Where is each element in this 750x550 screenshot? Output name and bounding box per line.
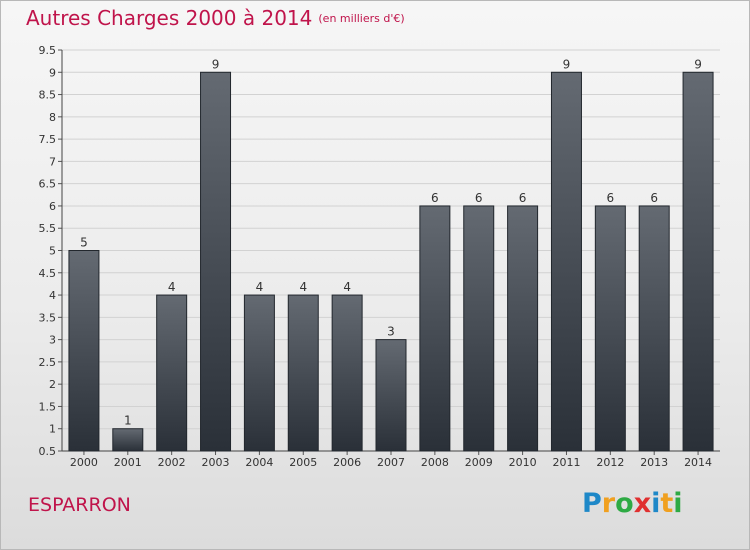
bar xyxy=(200,71,232,452)
bar xyxy=(68,250,100,452)
x-tick-label: 2003 xyxy=(202,456,230,469)
x-tick-label: 2008 xyxy=(421,456,449,469)
logo-letter: r xyxy=(601,488,616,519)
logo-letter: i xyxy=(651,488,661,519)
x-tick-label: 2004 xyxy=(245,456,273,469)
y-tick-label: 4 xyxy=(49,289,56,302)
data-label: 6 xyxy=(431,191,439,205)
x-tick-label: 2007 xyxy=(377,456,405,469)
y-tick-label: 2 xyxy=(49,378,56,391)
data-label: 5 xyxy=(80,236,88,250)
y-tick-label: 1.5 xyxy=(39,400,57,413)
y-tick-label: 3 xyxy=(49,334,56,347)
data-label: 4 xyxy=(256,280,264,294)
chart-unit-label: (en milliers d'€) xyxy=(318,12,405,25)
x-tick-label: 2002 xyxy=(158,456,186,469)
bar xyxy=(156,294,188,452)
y-tick-label: 4.5 xyxy=(39,267,57,280)
data-label: 3 xyxy=(387,325,395,339)
data-label: 6 xyxy=(607,191,615,205)
x-tick-label: 2012 xyxy=(596,456,624,469)
logo-letter: t xyxy=(660,488,674,519)
data-label: 9 xyxy=(563,57,571,71)
y-tick-label: 9.5 xyxy=(39,44,57,57)
x-tick-label: 2014 xyxy=(684,456,712,469)
bar xyxy=(507,205,539,452)
chart-title: Autres Charges 2000 à 2014 (en milliers d… xyxy=(26,6,405,30)
data-label: 4 xyxy=(168,280,176,294)
logo-letter: P xyxy=(582,488,602,519)
x-tick-label: 2009 xyxy=(465,456,493,469)
y-tick-label: 8.5 xyxy=(39,89,57,102)
y-tick-label: 5 xyxy=(49,245,56,258)
x-tick-label: 2000 xyxy=(70,456,98,469)
proxiti-logo: Proxiti xyxy=(582,488,683,519)
chart-title-text: Autres Charges 2000 à 2014 xyxy=(26,6,313,30)
bar xyxy=(287,294,319,452)
x-tick-label: 2010 xyxy=(509,456,537,469)
data-label: 6 xyxy=(650,191,658,205)
data-label: 1 xyxy=(124,414,132,428)
data-label: 6 xyxy=(475,191,483,205)
bar xyxy=(331,294,363,452)
data-label: 6 xyxy=(519,191,527,205)
bar xyxy=(550,71,582,452)
y-tick-label: 7.5 xyxy=(39,133,57,146)
data-label: 4 xyxy=(299,280,307,294)
data-label: 4 xyxy=(343,280,351,294)
logo-letter: x xyxy=(633,488,652,519)
x-tick-label: 2005 xyxy=(289,456,317,469)
y-tick-label: 6 xyxy=(49,200,56,213)
location-name: ESPARRON xyxy=(28,494,131,516)
bar xyxy=(112,428,144,452)
bar xyxy=(682,71,714,452)
y-tick-label: 3.5 xyxy=(39,311,57,324)
bar xyxy=(638,205,670,452)
logo-letter: i xyxy=(673,488,683,519)
bar xyxy=(463,205,495,452)
y-tick-label: 8 xyxy=(49,111,56,124)
x-tick-label: 2001 xyxy=(114,456,142,469)
logo-letter: o xyxy=(615,488,634,519)
y-tick-label: 6.5 xyxy=(39,178,57,191)
y-tick-label: 1 xyxy=(49,423,56,436)
x-tick-label: 2011 xyxy=(552,456,580,469)
y-tick-label: 9 xyxy=(49,66,56,79)
data-label: 9 xyxy=(694,57,702,71)
bar xyxy=(243,294,275,452)
data-label: 9 xyxy=(212,57,220,71)
y-tick-label: 2.5 xyxy=(39,356,57,369)
bar xyxy=(419,205,451,452)
x-tick-label: 2006 xyxy=(333,456,361,469)
bar xyxy=(375,339,407,452)
y-tick-label: 7 xyxy=(49,155,56,168)
bar xyxy=(594,205,626,452)
y-tick-label: 0.5 xyxy=(39,445,57,458)
y-tick-label: 5.5 xyxy=(39,222,57,235)
x-tick-label: 2013 xyxy=(640,456,668,469)
